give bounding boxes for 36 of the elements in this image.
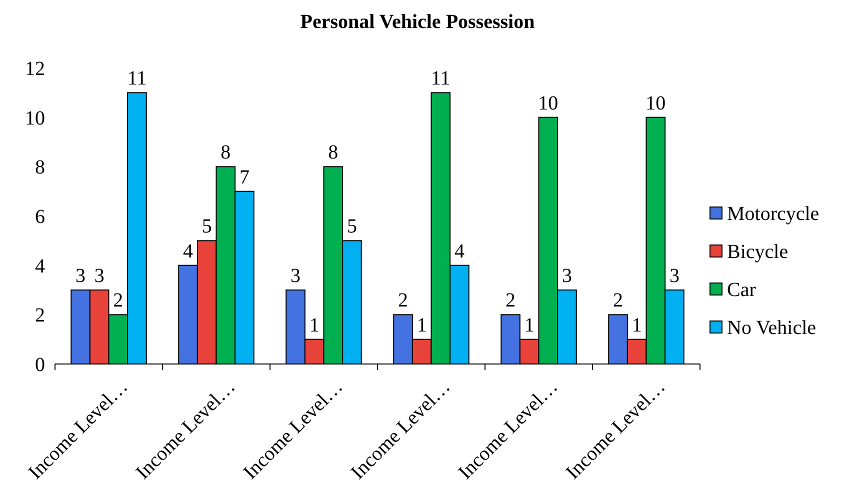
data-label: 2 (506, 290, 516, 312)
data-label: 10 (646, 92, 666, 114)
legend-label: Motorcycle (727, 203, 820, 225)
y-tick-label: 8 (35, 156, 45, 179)
data-label: 8 (328, 142, 338, 164)
data-label: 3 (94, 265, 104, 287)
data-label: 1 (416, 314, 427, 336)
data-label: 3 (76, 265, 86, 287)
data-label: 1 (309, 314, 320, 336)
y-tick-label: 4 (35, 255, 45, 278)
data-label: 5 (202, 216, 212, 238)
data-label: 4 (183, 240, 194, 262)
legend-label: No Vehicle (727, 317, 816, 339)
y-tick-label: 10 (25, 107, 45, 130)
y-tick-label: 12 (25, 58, 45, 80)
data-label: 3 (562, 265, 572, 287)
legend-label: Car (727, 279, 756, 301)
data-label: 1 (632, 314, 642, 336)
chart-title: Personal Vehicle Possession (300, 11, 535, 33)
data-label: 2 (113, 290, 124, 312)
data-label: 5 (346, 216, 357, 238)
data-label: 11 (431, 68, 450, 90)
data-label: 2 (613, 290, 624, 312)
data-label: 7 (239, 166, 250, 188)
data-label: 10 (538, 92, 558, 114)
y-tick-label: 2 (35, 304, 45, 327)
data-label: 3 (669, 265, 680, 287)
data-label: 2 (398, 290, 408, 312)
data-label: 1 (524, 314, 534, 336)
legend-label: Bicycle (727, 241, 788, 263)
data-label: 11 (127, 68, 147, 90)
y-tick-label: 0 (35, 354, 45, 376)
y-tick-label: 6 (35, 206, 45, 228)
data-label: 3 (290, 265, 301, 287)
data-label: 4 (454, 240, 464, 262)
data-label: 8 (220, 142, 231, 164)
